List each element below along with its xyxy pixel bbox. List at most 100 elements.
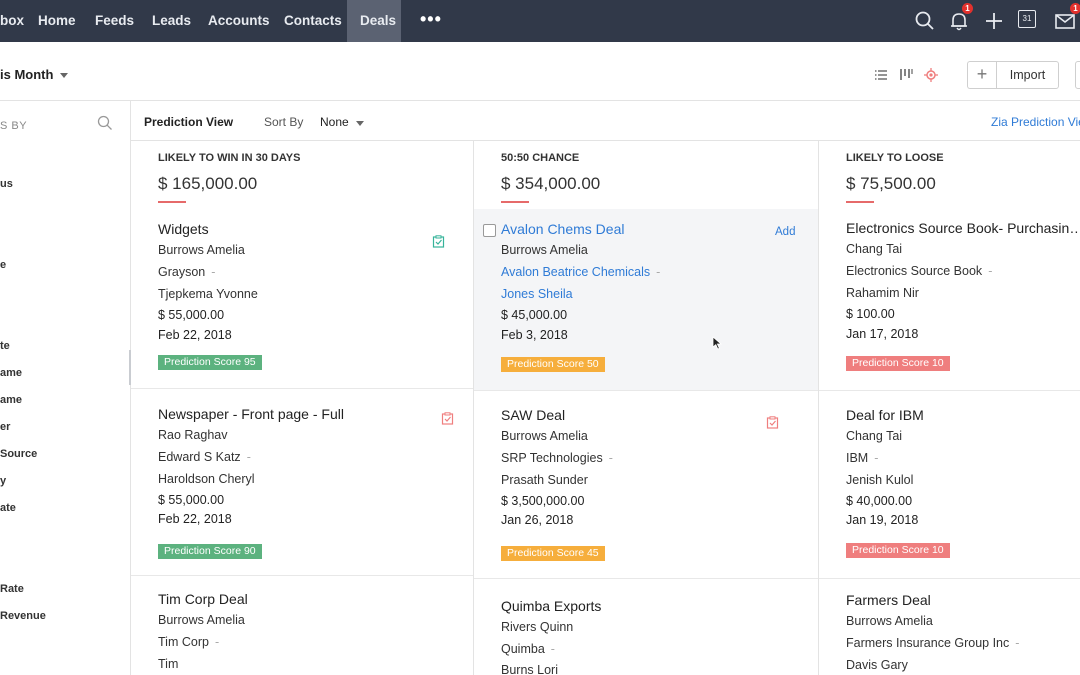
zia-icon[interactable] [924,68,938,82]
account-name[interactable]: Edward S Katz [158,450,241,464]
account-name[interactable]: Farmers Insurance Group Inc [846,636,1010,650]
separator: - [211,265,216,279]
import-button[interactable]: Import [996,61,1059,89]
deal-amount: $ 40,000.00 [846,494,913,508]
filter-field[interactable]: Rate [0,583,24,595]
separator: - [988,264,993,278]
task-icon[interactable] [441,412,454,425]
account-name[interactable]: Tim Corp [158,635,209,649]
task-icon[interactable] [432,235,445,248]
nav-item-home[interactable]: Home [38,13,76,28]
deal-account[interactable]: Electronics Source Book - [846,264,992,278]
deal-contact[interactable]: Burrows Amelia [501,429,588,443]
deal-contact[interactable]: Burrows Amelia [158,613,245,627]
deal-owner[interactable]: Jones Sheila [501,287,573,301]
mail-badge: 1 [1070,3,1080,14]
deal-name[interactable]: Farmers Deal [846,592,931,608]
separator: - [608,451,613,465]
chevron-down-icon[interactable] [60,73,68,78]
deal-card[interactable]: Avalon Chems Deal Add Burrows Amelia Ava… [474,209,818,390]
filter-field[interactable]: y [0,475,7,487]
create-deal-button[interactable]: + [967,61,996,89]
account-name[interactable]: Quimba [501,642,545,656]
column-total-amount: $ 165,000.00 [158,174,258,193]
deal-card[interactable]: Deal for IBM Chang Tai IBM - Jenish Kulol… [819,390,1080,578]
deal-card[interactable]: Newspaper - Front page - Full Rao Raghav… [131,388,473,575]
filter-sidebar: S BY us e te ame ame er Source y ate Rat… [0,101,131,675]
deal-name[interactable]: Newspaper - Front page - Full [158,406,344,422]
deal-name[interactable]: Widgets [158,221,209,237]
deal-account[interactable]: Edward S Katz - [158,450,251,464]
deal-contact[interactable]: Rao Raghav [158,428,228,442]
deal-contact[interactable]: Chang Tai [846,429,903,443]
deal-name[interactable]: Quimba Exports [501,598,602,614]
deal-contact[interactable]: Chang Tai [846,242,903,256]
deal-card[interactable]: Tim Corp Deal Burrows Amelia Tim Corp - T… [131,575,473,675]
deal-card[interactable]: Farmers Deal Burrows Amelia Farmers Insu… [819,578,1080,675]
filter-field[interactable]: us [0,178,13,190]
sort-by-dropdown[interactable]: None [320,115,349,129]
nav-item-inbox[interactable]: box [0,13,25,28]
select-deal-checkbox[interactable] [483,224,496,237]
deal-account[interactable]: Avalon Beatrice Chemicals - [501,265,660,279]
deal-contact[interactable]: Rivers Quinn [501,620,574,634]
deal-card[interactable]: Widgets Burrows Amelia Grayson - Tjepkema… [131,209,473,388]
deal-account[interactable]: SRP Technologies - [501,451,613,465]
account-name[interactable]: Electronics Source Book [846,264,983,278]
bell-icon[interactable] [948,10,970,32]
deal-account[interactable]: Quimba - [501,642,555,656]
deal-contact[interactable]: Burrows Amelia [846,614,933,628]
nav-item-leads[interactable]: Leads [152,13,192,28]
nav-item-contacts[interactable]: Contacts [284,13,342,28]
deal-contact[interactable]: Burrows Amelia [501,243,588,257]
search-icon[interactable] [97,115,113,131]
deal-name[interactable]: Avalon Chems Deal [501,221,625,237]
plus-icon[interactable] [983,10,1005,32]
account-name[interactable]: Avalon Beatrice Chemicals [501,265,651,279]
deal-contact[interactable]: Burrows Amelia [158,243,245,257]
search-icon[interactable] [914,10,936,32]
deal-card[interactable]: Quimba Exports Rivers Quinn Quimba - Burn… [474,578,818,675]
nav-item-feeds[interactable]: Feeds [95,13,135,28]
zia-prediction-view-link[interactable]: Zia Prediction Vie [991,115,1080,129]
prediction-score-badge: Prediction Score 90 [158,544,262,559]
calendar-icon[interactable]: 31 [1018,10,1036,28]
filter-field[interactable]: Source [0,448,38,460]
nav-item-accounts[interactable]: Accounts [208,13,270,28]
kanban-toolbar: Prediction View Sort By None Zia Predict… [131,101,1080,141]
nav-item-deals[interactable]: Deals [347,0,401,42]
account-name[interactable]: IBM [846,451,869,465]
deal-name[interactable]: Electronics Source Book- Purchasin… [846,220,1080,236]
column-accent-line [501,201,529,203]
filter-field[interactable]: te [0,340,10,352]
separator: - [1015,636,1020,650]
filter-field[interactable]: ame [0,367,23,379]
deal-amount: $ 55,000.00 [158,493,225,507]
filter-field[interactable]: ame [0,394,23,406]
filter-field[interactable]: e [0,259,7,271]
kanban-view-icon[interactable] [899,68,913,82]
filter-field[interactable]: er [0,421,11,433]
mail-icon[interactable] [1054,10,1076,32]
task-icon[interactable] [766,416,779,429]
deal-name[interactable]: Tim Corp Deal [158,591,248,607]
filter-field[interactable]: ate [0,502,16,514]
deal-name[interactable]: Deal for IBM [846,407,924,423]
more-menu-icon[interactable]: ••• [420,9,442,29]
deal-card[interactable]: Electronics Source Book- Purchasin… Chan… [819,209,1080,390]
deal-name[interactable]: SAW Deal [501,407,566,423]
deal-card[interactable]: SAW Deal Burrows Amelia SRP Technologies… [474,390,818,578]
deal-account[interactable]: IBM - [846,451,878,465]
add-task-link[interactable]: Add [775,226,796,238]
account-name[interactable]: SRP Technologies [501,451,603,465]
deal-owner: Prasath Sunder [501,473,588,487]
deal-account[interactable]: Farmers Insurance Group Inc - [846,636,1019,650]
deal-account[interactable]: Grayson - [158,265,215,279]
more-actions-button[interactable] [1075,61,1080,89]
view-selector-label[interactable]: is Month [0,67,54,82]
deal-account[interactable]: Tim Corp - [158,635,219,649]
filter-field[interactable]: Revenue [0,610,46,622]
list-view-icon[interactable] [874,68,888,82]
account-name[interactable]: Grayson [158,265,206,279]
chevron-down-icon[interactable] [356,121,364,126]
